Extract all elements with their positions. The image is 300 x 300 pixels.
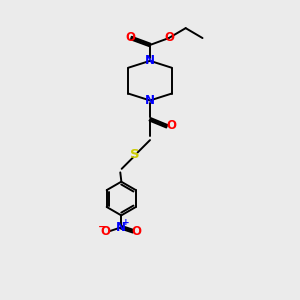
Text: N: N [145, 54, 155, 67]
Text: O: O [101, 225, 111, 238]
Text: −: − [98, 222, 107, 232]
Text: O: O [132, 225, 142, 238]
Text: O: O [165, 31, 175, 44]
Text: S: S [130, 148, 140, 161]
Text: O: O [125, 31, 135, 44]
Text: +: + [122, 218, 129, 227]
Text: N: N [116, 221, 126, 234]
Text: N: N [145, 94, 155, 107]
Text: O: O [166, 119, 176, 132]
